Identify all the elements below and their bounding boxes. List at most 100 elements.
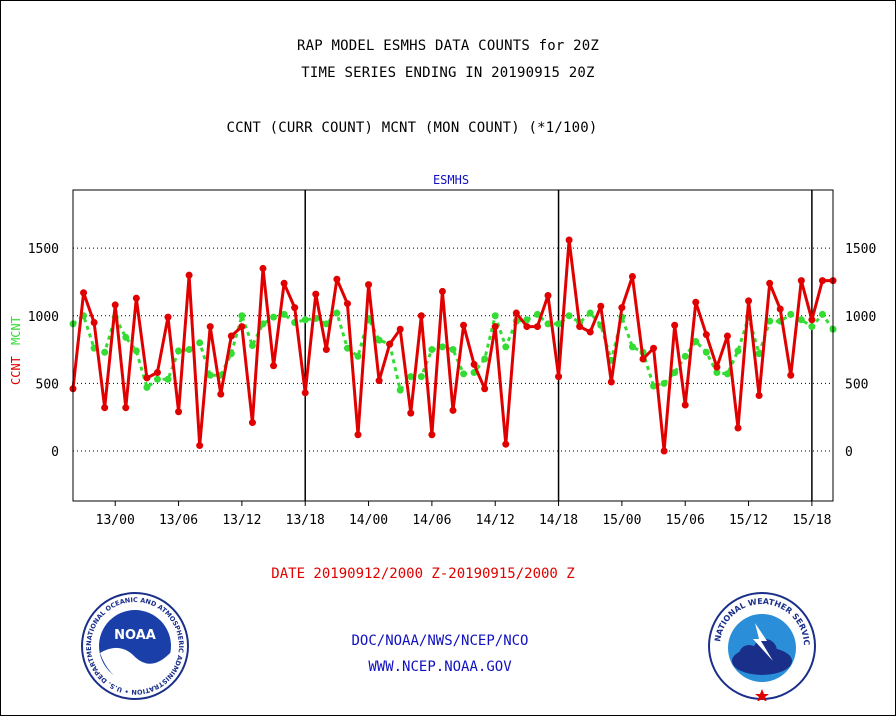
mcnt-point bbox=[438, 343, 446, 351]
ccnt-point bbox=[470, 360, 478, 368]
ccnt-point bbox=[90, 319, 98, 327]
ccnt-point bbox=[438, 287, 446, 295]
credit-doc-noaa[interactable]: DOC/NOAA/NWS/NCEP/NCO bbox=[351, 633, 529, 649]
mcnt-point bbox=[702, 348, 710, 356]
ccnt-point bbox=[175, 408, 183, 416]
mcnt-point bbox=[396, 386, 404, 394]
mcnt-point bbox=[270, 313, 278, 321]
y-tick-label-left: 1000 bbox=[28, 310, 59, 325]
ccnt-point bbox=[343, 300, 351, 308]
ccnt-point bbox=[502, 440, 510, 448]
mcnt-point bbox=[755, 350, 763, 358]
ccnt-point bbox=[745, 297, 753, 305]
ccnt-point bbox=[597, 302, 605, 310]
ccnt-point bbox=[270, 362, 278, 370]
y-tick-label-right: 1500 bbox=[845, 242, 876, 257]
x-tick-label: 14/06 bbox=[412, 513, 451, 528]
mcnt-point bbox=[586, 309, 594, 317]
mcnt-point bbox=[734, 347, 742, 355]
ccnt-point bbox=[586, 328, 594, 336]
mcnt-point bbox=[280, 310, 288, 318]
ccnt-point bbox=[153, 369, 161, 377]
mcnt-point bbox=[628, 343, 636, 351]
ccnt-point bbox=[407, 409, 415, 417]
ccnt-point bbox=[681, 401, 689, 409]
series-ccnt bbox=[69, 236, 837, 455]
mcnt-point bbox=[101, 348, 109, 356]
ccnt-point bbox=[365, 281, 373, 289]
chart-title-line1: RAP MODEL ESMHS DATA COUNTS for 20Z bbox=[296, 38, 599, 54]
ccnt-point bbox=[639, 355, 647, 363]
ccnt-point bbox=[533, 323, 541, 331]
mcnt-point bbox=[671, 369, 679, 377]
mcnt-point bbox=[502, 343, 510, 351]
mcnt-point bbox=[206, 371, 214, 379]
ccnt-point bbox=[618, 304, 626, 312]
y-tick-label-left: 0 bbox=[51, 445, 59, 460]
mcnt-point bbox=[322, 320, 330, 328]
y-tick-label-left: 1500 bbox=[28, 242, 59, 257]
ccnt-point bbox=[206, 323, 214, 331]
svg-text:NOAA: NOAA bbox=[114, 628, 156, 643]
credit-website[interactable]: WWW.NCEP.NOAA.GOV bbox=[368, 659, 512, 675]
ccnt-point bbox=[723, 332, 731, 340]
ccnt-point bbox=[449, 406, 457, 414]
ccnt-point bbox=[217, 390, 225, 398]
mcnt-point bbox=[460, 370, 468, 378]
x-tick-label: 13/12 bbox=[222, 513, 261, 528]
ccnt-point bbox=[671, 321, 679, 329]
ccnt-point bbox=[280, 279, 288, 287]
ccnt-point bbox=[713, 363, 721, 371]
ccnt-point bbox=[544, 291, 552, 299]
mcnt-point bbox=[565, 312, 573, 320]
plot-title: ESMHS bbox=[433, 173, 469, 187]
x-tick-label: 15/00 bbox=[602, 513, 641, 528]
mcnt-point bbox=[354, 352, 362, 360]
ccnt-point bbox=[301, 389, 309, 397]
mcnt-point bbox=[185, 346, 193, 354]
grid-lines: 0 0 500 500 1000 1000 1500 1500 bbox=[28, 242, 877, 460]
chart-title-line2: TIME SERIES ENDING IN 20190915 20Z bbox=[301, 65, 595, 81]
mcnt-point bbox=[407, 373, 415, 381]
ccnt-point bbox=[818, 277, 826, 285]
mcnt-point bbox=[375, 336, 383, 344]
mcnt-point bbox=[692, 337, 700, 345]
mcnt-point bbox=[808, 323, 816, 331]
mcnt-point bbox=[555, 320, 563, 328]
mcnt-point bbox=[417, 373, 425, 381]
ccnt-point bbox=[491, 323, 499, 331]
ccnt-point bbox=[512, 309, 520, 317]
ccnt-point bbox=[734, 424, 742, 432]
nws-logo: NATIONAL WEATHER SERVICE bbox=[707, 591, 816, 701]
date-range-label: DATE 20190912/2000 Z-20190915/2000 Z bbox=[271, 566, 575, 582]
y-tick-label-left: 500 bbox=[36, 377, 59, 392]
ccnt-point bbox=[143, 374, 151, 382]
ccnt-point bbox=[660, 447, 668, 455]
mcnt-point bbox=[449, 346, 457, 354]
ccnt-point bbox=[460, 321, 468, 329]
ccnt-point bbox=[196, 442, 204, 450]
mcnt-point bbox=[481, 355, 489, 363]
mcnt-point bbox=[122, 333, 130, 341]
chart-title-line3: CCNT (CURR COUNT) MCNT (MON COUNT) (*1/1… bbox=[226, 120, 598, 136]
x-tick-label: 13/06 bbox=[159, 513, 198, 528]
mcnt-point bbox=[343, 344, 351, 352]
ccnt-point bbox=[80, 289, 88, 297]
ccnt-point bbox=[248, 419, 256, 427]
mcnt-point bbox=[797, 316, 805, 324]
y-tick-label-right: 500 bbox=[845, 377, 868, 392]
ccnt-point bbox=[523, 323, 531, 331]
mcnt-point bbox=[660, 379, 668, 387]
ccnt-point bbox=[576, 323, 584, 331]
ccnt-point bbox=[122, 404, 130, 412]
day-separators bbox=[304, 190, 813, 501]
mcnt-point bbox=[259, 320, 267, 328]
y-tick-label-right: 0 bbox=[845, 445, 853, 460]
mcnt-point bbox=[713, 369, 721, 377]
mcnt-point bbox=[650, 382, 658, 390]
mcnt-point bbox=[196, 339, 204, 347]
mcnt-point bbox=[248, 342, 256, 349]
x-tick-label: 15/06 bbox=[666, 513, 705, 528]
mcnt-point bbox=[544, 320, 552, 328]
x-tick-label: 14/00 bbox=[349, 513, 388, 528]
